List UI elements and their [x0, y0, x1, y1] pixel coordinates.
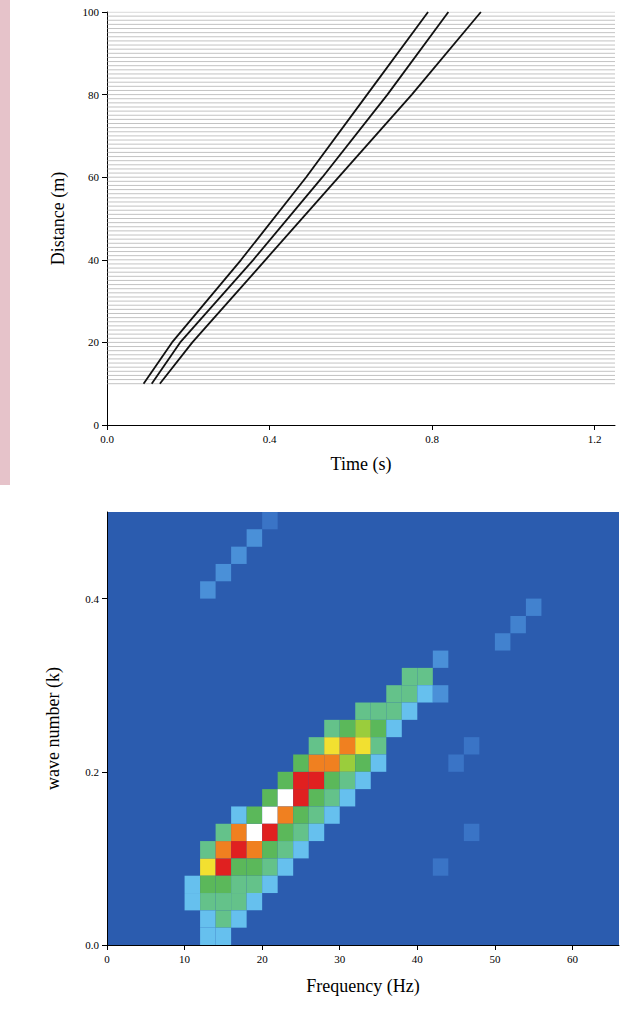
svg-text:Frequency (Hz): Frequency (Hz): [306, 976, 419, 997]
svg-text:60: 60: [88, 171, 100, 183]
svg-text:30: 30: [334, 953, 346, 965]
svg-text:60: 60: [567, 953, 579, 965]
svg-text:0.0: 0.0: [100, 433, 114, 445]
svg-text:40: 40: [88, 254, 100, 266]
svg-text:0: 0: [94, 419, 100, 431]
svg-text:20: 20: [257, 953, 269, 965]
svg-text:0.0: 0.0: [85, 939, 99, 951]
svg-text:100: 100: [83, 6, 100, 18]
svg-text:0.4: 0.4: [263, 433, 277, 445]
svg-text:Distance (m): Distance (m): [48, 172, 69, 265]
svg-text:Time (s): Time (s): [331, 454, 392, 475]
svg-text:80: 80: [88, 89, 100, 101]
svg-text:40: 40: [412, 953, 424, 965]
svg-text:1.2: 1.2: [588, 433, 602, 445]
svg-text:20: 20: [88, 336, 100, 348]
svg-text:0.8: 0.8: [425, 433, 439, 445]
svg-text:wave number (k): wave number (k): [43, 667, 64, 790]
svg-text:0.2: 0.2: [85, 766, 99, 778]
svg-text:0: 0: [104, 953, 110, 965]
svg-text:50: 50: [489, 953, 501, 965]
svg-text:0.4: 0.4: [85, 593, 99, 605]
svg-text:10: 10: [179, 953, 191, 965]
